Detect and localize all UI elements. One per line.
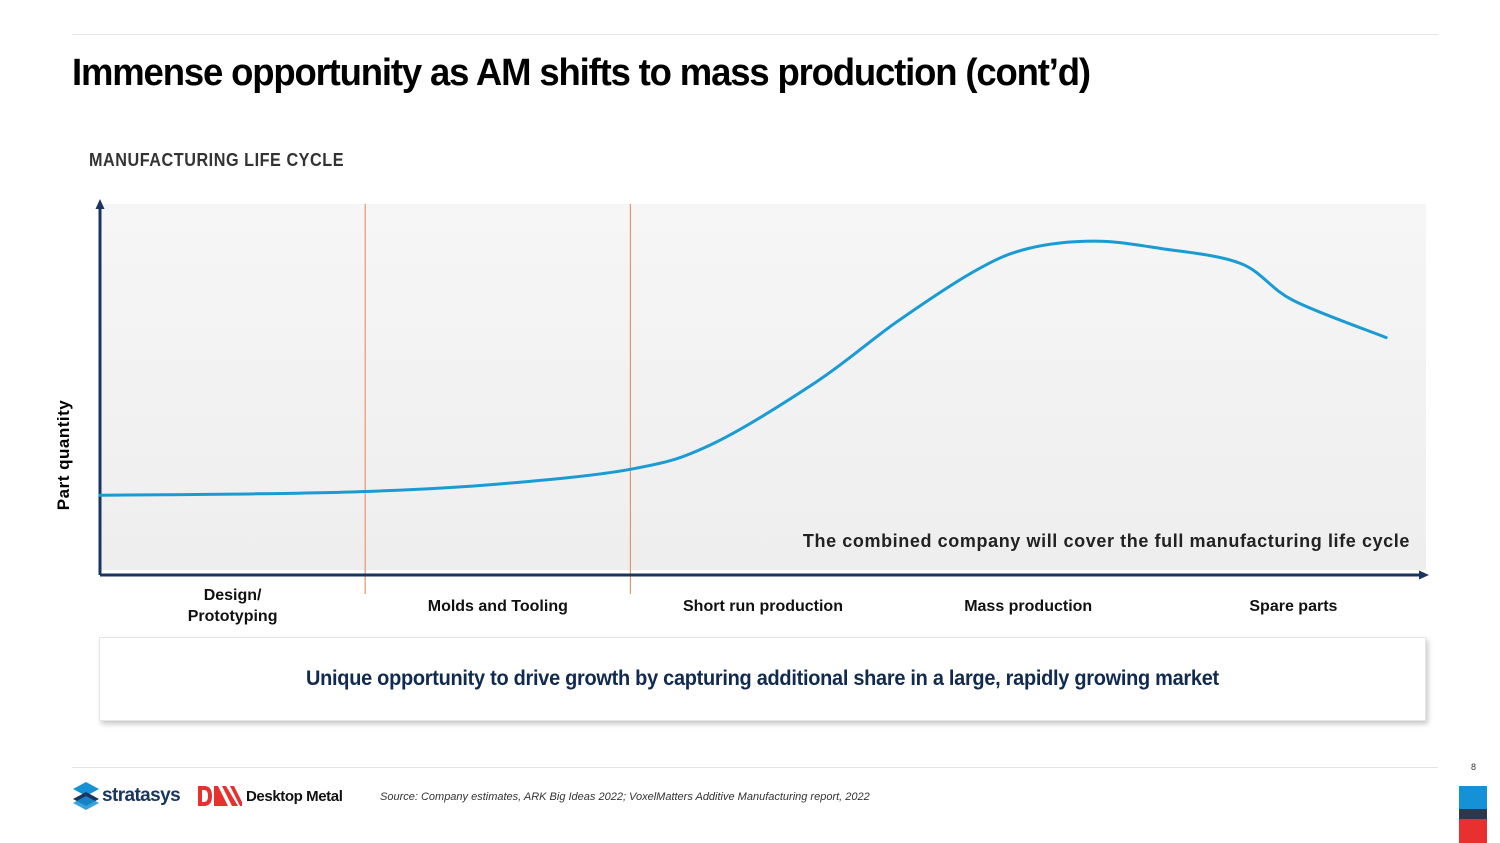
corner-accent-dark xyxy=(1459,809,1487,819)
corner-accent-blue xyxy=(1459,786,1487,809)
desktop-metal-wordmark: Desktop Metal xyxy=(246,787,343,805)
stratasys-wordmark: stratasys xyxy=(102,785,181,806)
x-tick-label-4: Mass production xyxy=(964,598,1092,615)
bottom-rule xyxy=(72,767,1438,768)
callout-text: Unique opportunity to drive growth by ca… xyxy=(306,667,1219,690)
stratasys-logo: stratasys xyxy=(73,782,181,810)
x-tick-label-1: Design/Prototyping xyxy=(188,587,278,625)
x-axis-arrow-icon xyxy=(1419,570,1429,580)
source-note: Source: Company estimates, ARK Big Ideas… xyxy=(380,791,870,803)
chart-annotation: The combined company will cover the full… xyxy=(803,531,1410,551)
section-label: MANUFACTURING LIFE CYCLE xyxy=(89,150,345,170)
stratasys-mark-icon xyxy=(73,782,99,810)
plot-background xyxy=(100,204,1426,570)
x-tick-label-5: Spare parts xyxy=(1249,598,1337,615)
desktop-metal-mark-icon xyxy=(198,786,242,806)
corner-accent-bar xyxy=(1459,786,1487,843)
y-axis-arrow-icon xyxy=(95,199,105,209)
page-title: Immense opportunity as AM shifts to mass… xyxy=(72,52,1091,94)
page-number: 8 xyxy=(1471,762,1477,772)
top-rule xyxy=(72,34,1438,35)
callout-box: Unique opportunity to drive growth by ca… xyxy=(99,637,1426,721)
desktop-metal-logo: Desktop Metal xyxy=(198,786,343,806)
x-tick-label-2: Molds and Tooling xyxy=(428,598,568,615)
x-tick-label-3: Short run production xyxy=(683,598,843,615)
corner-accent-red xyxy=(1459,819,1487,843)
series-line xyxy=(98,239,1388,497)
y-axis-label: Part quantity xyxy=(54,400,73,510)
